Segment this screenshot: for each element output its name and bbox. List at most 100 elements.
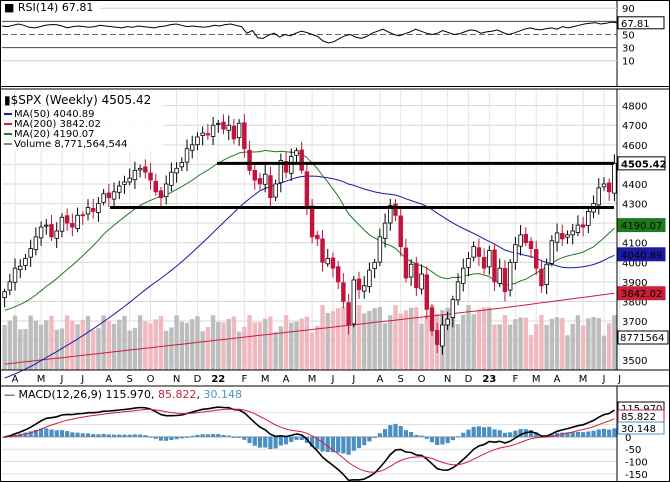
macd-title-part: 85.822 — [158, 388, 197, 401]
volume-bar — [320, 305, 325, 370]
candle-body — [242, 122, 247, 150]
x-tick-label: M — [308, 374, 317, 385]
macd-histogram-bar — [23, 432, 28, 437]
macd-histogram-bar — [111, 434, 117, 437]
volume-bar — [586, 318, 591, 370]
macd-histogram-bar — [96, 434, 101, 437]
candle-body — [273, 183, 278, 198]
macd-histogram-bar — [476, 426, 481, 437]
candle-body — [424, 274, 429, 310]
x-tick-label: 23 — [482, 374, 496, 385]
volume-bar — [534, 324, 539, 370]
volume-bar — [445, 307, 450, 370]
volume-bar — [429, 305, 435, 370]
candle-body — [148, 172, 153, 181]
candle-body — [481, 257, 487, 269]
volume-bar — [289, 322, 294, 370]
macd-histogram-bar — [252, 436, 257, 446]
price-title: ▮$SPX (Weekly) 4505.42 — [4, 93, 151, 107]
macd-histogram-bar — [325, 436, 330, 453]
macd-histogram-bar — [362, 436, 367, 446]
volume-bar — [299, 318, 304, 370]
price-legend-bg — [3, 93, 163, 151]
candle-body — [169, 171, 174, 186]
candle-body — [179, 162, 185, 168]
price-tick-label: 4700 — [622, 121, 647, 132]
volume-bar — [596, 318, 601, 370]
x-tick-label: A — [283, 374, 290, 385]
candle-body — [461, 267, 466, 284]
macd-histogram-bar — [372, 436, 377, 438]
candle-body — [476, 247, 482, 257]
macd-histogram-bar — [231, 436, 237, 438]
macd-histogram-bar — [445, 436, 450, 444]
macd-histogram-bar — [143, 435, 148, 437]
macd-histogram-bar — [169, 436, 174, 440]
macd-title-part: — MACD(12,26,9) — [4, 388, 106, 401]
candle-body — [75, 214, 80, 229]
volume-bar — [179, 321, 184, 370]
legend-swatch — [4, 123, 12, 125]
macd-tick-label: -150 — [625, 470, 648, 481]
volume-bar — [549, 318, 555, 370]
legend-label: MA(50) 4040.89 — [14, 109, 95, 120]
macd-histogram-bar — [575, 431, 580, 437]
volume-bar — [330, 311, 336, 370]
x-tick-label: M — [261, 374, 270, 385]
legend-label: Volume 8,771,564,544 — [14, 139, 128, 150]
volume-bar — [221, 322, 226, 370]
macd-histogram-bar — [268, 436, 273, 450]
volume-bar — [591, 316, 596, 370]
price-tick-label: 3900 — [622, 278, 647, 289]
candle-body — [309, 205, 315, 238]
candle-body — [544, 263, 549, 286]
macd-histogram-bar — [101, 433, 106, 437]
macd-histogram-bar — [440, 436, 445, 445]
volume-bar — [304, 316, 310, 370]
volume-bar — [513, 319, 518, 370]
volume-bar — [560, 317, 565, 370]
candle-body — [49, 224, 54, 238]
volume-bar — [54, 329, 59, 370]
volume-bar — [502, 315, 508, 370]
macd-histogram-bar — [450, 436, 455, 441]
candle-body — [539, 268, 544, 287]
candle-body — [132, 169, 138, 181]
macd-histogram-bar — [127, 434, 132, 437]
macd-histogram-bar — [513, 430, 518, 437]
volume-bar — [210, 315, 216, 370]
volume-bar — [377, 306, 383, 370]
volume-bar — [70, 320, 75, 370]
volume-bar — [190, 319, 195, 370]
candle-body — [580, 224, 586, 228]
price-value-tag — [617, 286, 666, 301]
macd-histogram-bar — [117, 434, 122, 437]
macd-histogram-bar — [158, 436, 164, 441]
volume-bar — [226, 318, 231, 370]
macd-histogram-bar — [132, 434, 137, 437]
volume-bar — [273, 332, 278, 370]
candle-body — [195, 136, 200, 146]
volume-bar — [450, 307, 456, 370]
volume-bar — [388, 315, 393, 370]
macd-histogram-bar — [336, 436, 341, 453]
candle-body — [70, 222, 75, 228]
volume-bar — [44, 320, 49, 370]
volume-bar — [64, 315, 70, 370]
volume-bar — [476, 309, 482, 370]
candle-body — [596, 187, 601, 206]
candle-body — [356, 278, 362, 291]
volume-bar — [59, 328, 65, 370]
volume-bar — [393, 305, 398, 370]
candle-body — [289, 156, 294, 174]
macd-histogram-bar — [59, 430, 65, 437]
macd-histogram-bar — [106, 434, 111, 437]
volume-value-tag-text: 8771564 — [620, 333, 665, 344]
macd-histogram-bar — [424, 436, 429, 439]
macd-title-part: , — [151, 388, 158, 401]
rsi-tick-label: 30 — [622, 44, 635, 55]
macd-title-part: , — [197, 388, 204, 401]
ma50-line — [4, 175, 615, 379]
candle-body — [523, 233, 529, 244]
